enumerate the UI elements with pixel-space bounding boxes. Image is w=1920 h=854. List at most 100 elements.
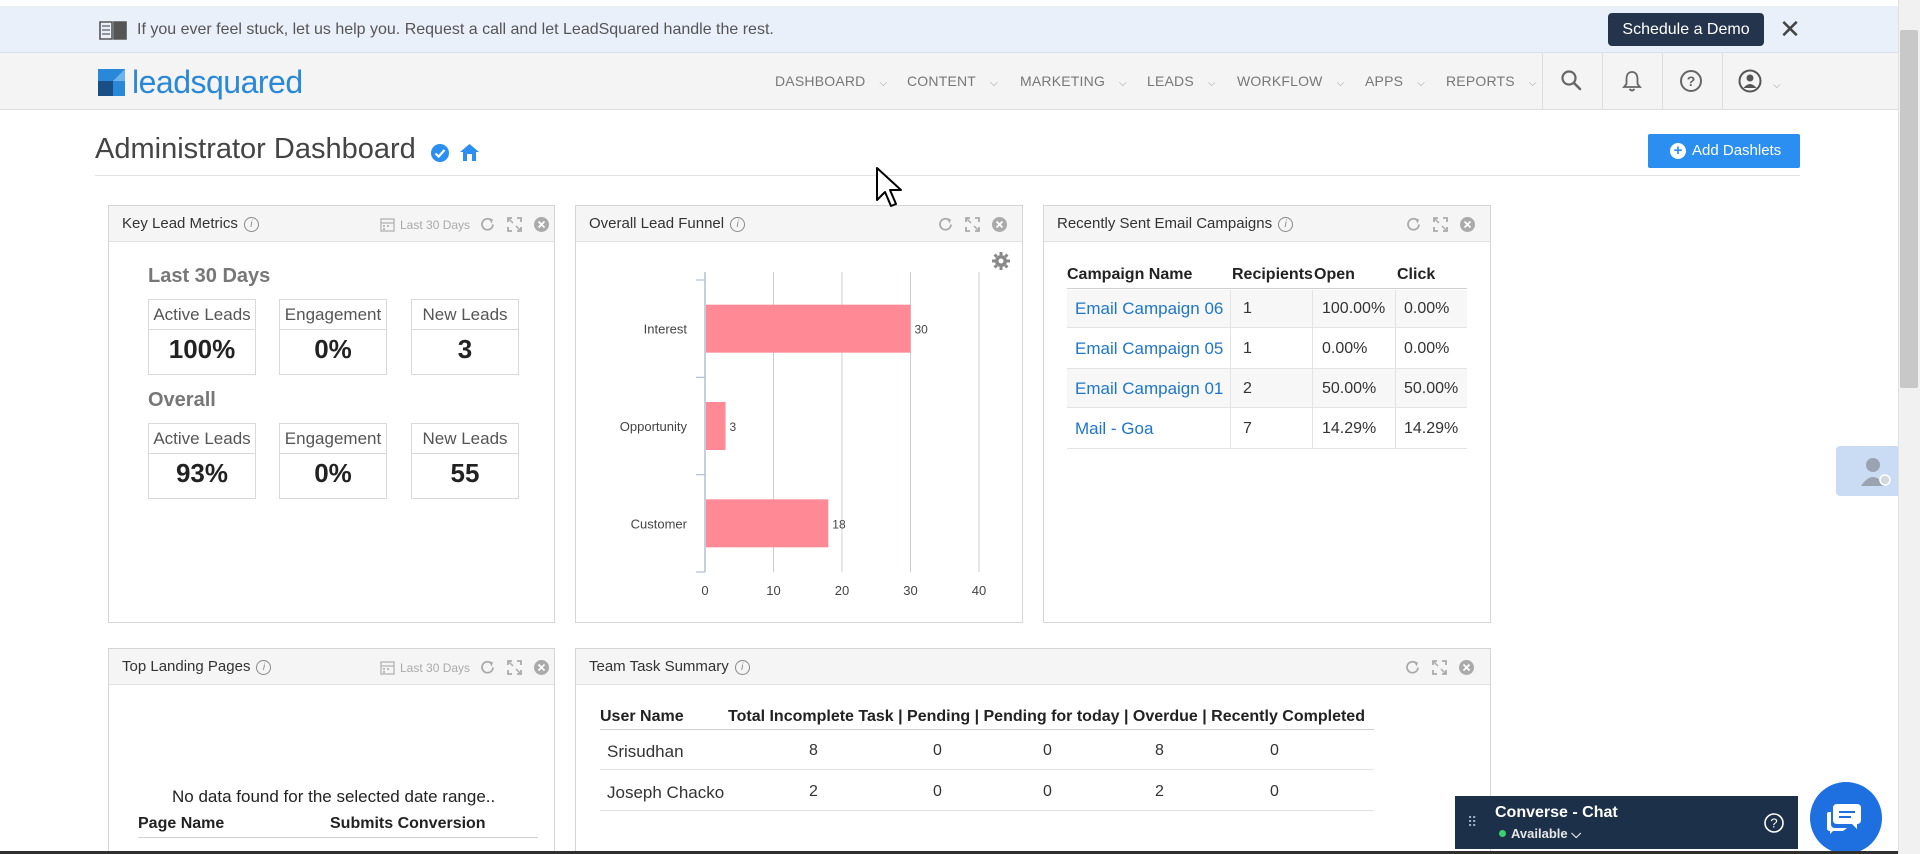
calendar-icon[interactable] [379,216,396,233]
overall-heading: Overall [148,389,216,411]
campaign-link[interactable]: Email Campaign 06 [1075,299,1224,318]
col-recipients[interactable]: Recipients [1232,266,1313,283]
refresh-icon[interactable] [1404,659,1421,676]
info-icon[interactable]: i [734,660,750,675]
click-value: 0.00% [1404,340,1450,357]
help-banner: If you ever feel stuck, let us help you.… [0,6,1898,53]
scrollbar-thumb[interactable] [1900,30,1918,388]
metric-label: Active Leads [149,300,255,330]
col-open[interactable]: Open [1314,266,1355,283]
campaign-link[interactable]: Email Campaign 05 [1075,339,1224,358]
metric-label: New Leads [412,300,518,330]
nav-content[interactable]: CONTENT ⌵ [907,73,998,89]
row-divider [1067,288,1467,289]
expand-icon[interactable] [964,216,981,233]
nav-content-label: CONTENT [907,73,977,89]
recipients-value: 1 [1243,300,1252,317]
converse-chat-bar[interactable]: ⠿ Converse - Chat Available ⌵ ? [1455,796,1798,849]
nav-leads[interactable]: LEADS ⌵ [1147,73,1216,89]
metric-value: 55 [450,458,480,488]
date-range-label[interactable]: Last 30 Days [400,661,471,675]
data-label: 3 [730,420,737,434]
close-circle-icon[interactable] [533,216,550,233]
nav-reports-label: REPORTS [1446,73,1515,89]
nav-apps[interactable]: APPS ⌵ [1365,73,1425,89]
metric-new-leads-overall: New Leads 55 [411,423,519,499]
expand-icon[interactable] [506,216,523,233]
add-dashlets-button[interactable]: + Add Dashlets [1648,134,1800,168]
info-icon[interactable]: i [1278,217,1294,232]
info-icon[interactable]: i [243,217,259,232]
metric-value: 100% [168,334,236,364]
expand-icon[interactable] [1431,659,1448,676]
info-icon[interactable]: i [256,660,272,675]
col-page-name[interactable]: Page Name [138,815,225,832]
col-divider [1312,290,1313,448]
close-circle-icon[interactable] [991,216,1008,233]
recipients-value: 2 [1243,380,1252,397]
refresh-icon[interactable] [479,216,496,233]
refresh-icon[interactable] [1405,216,1422,233]
dashlet-controls: Last 30 Days [369,659,549,676]
click-value: 0.00% [1404,300,1450,317]
chat-status[interactable]: Available ⌵ [1511,826,1581,842]
metric-engagement-overall: Engagement 0% [279,423,387,499]
dashlet-header: Overall Lead Funnel i [576,206,1022,242]
nav-divider [1602,53,1603,109]
side-profile-tab[interactable] [1836,446,1898,496]
add-dashlets-label: Add Dashlets [1692,142,1782,159]
col-divider [1230,290,1231,448]
nav-dashboard[interactable]: DASHBOARD ⌵ [775,73,887,89]
help-icon[interactable]: ? [1763,812,1785,834]
col-click[interactable]: Click [1397,266,1436,283]
avatar-icon [1861,458,1891,486]
chat-launcher-button[interactable] [1810,782,1882,854]
metric-new-leads-30: New Leads 3 [411,299,519,375]
settings-gear-icon[interactable] [991,251,1011,271]
x-tick-label: 20 [835,583,849,598]
chat-title: Converse - Chat [1495,804,1618,821]
col-user-name[interactable]: User Name [600,708,684,725]
logo-mark-icon [98,69,125,96]
date-range-label[interactable]: Last 30 Days [400,218,471,232]
chevron-down-icon[interactable]: ⌵ [1773,80,1781,91]
dashlet-header: Recently Sent Email Campaigns i [1044,206,1490,242]
metric-active-leads-overall: Active Leads 93% [148,423,256,499]
user-name: Joseph Chacko [607,783,725,802]
expand-icon[interactable] [1432,216,1449,233]
nav-marketing[interactable]: MARKETING ⌵ [1020,73,1127,89]
calendar-icon[interactable] [379,659,396,676]
campaign-link[interactable]: Mail - Goa [1075,419,1154,438]
nav-workflow[interactable]: WORKFLOW ⌵ [1237,73,1344,89]
drag-handle-icon[interactable]: ⠿ [1467,814,1478,830]
schedule-demo-button[interactable]: Schedule a Demo [1608,13,1764,46]
search-icon[interactable] [1559,68,1585,94]
close-icon[interactable]: ✕ [1779,14,1801,44]
window-bottom-edge [0,851,1898,854]
team-task-summary-dashlet: Team Task Summary i User Name Total Incom… [575,648,1491,854]
dashlet-controls [1404,659,1484,676]
refresh-icon[interactable] [937,216,954,233]
info-icon[interactable]: i [730,217,746,232]
metric-label: New Leads [412,424,518,454]
nav-leads-label: LEADS [1147,73,1194,89]
pending: 0 [933,783,942,800]
expand-icon[interactable] [506,659,523,676]
row-divider [600,729,1374,730]
col-task-counts[interactable]: Total Incomplete Task | Pending | Pendin… [728,708,1365,725]
close-circle-icon[interactable] [533,659,550,676]
campaign-link[interactable]: Email Campaign 01 [1075,379,1224,398]
metric-value: 3 [457,334,473,364]
help-icon[interactable]: ? [1678,68,1704,94]
bell-icon[interactable] [1619,68,1645,94]
refresh-icon[interactable] [479,659,496,676]
svg-text:?: ? [1770,816,1777,831]
nav-reports[interactable]: REPORTS ⌵ [1446,73,1537,89]
col-submits-conversion[interactable]: Submits Conversion [330,815,486,832]
close-circle-icon[interactable] [1459,216,1476,233]
nav-workflow-label: WORKFLOW [1237,73,1323,89]
home-icon[interactable] [459,142,480,163]
col-campaign-name[interactable]: Campaign Name [1067,266,1193,283]
close-circle-icon[interactable] [1458,659,1475,676]
user-icon[interactable] [1737,68,1763,94]
